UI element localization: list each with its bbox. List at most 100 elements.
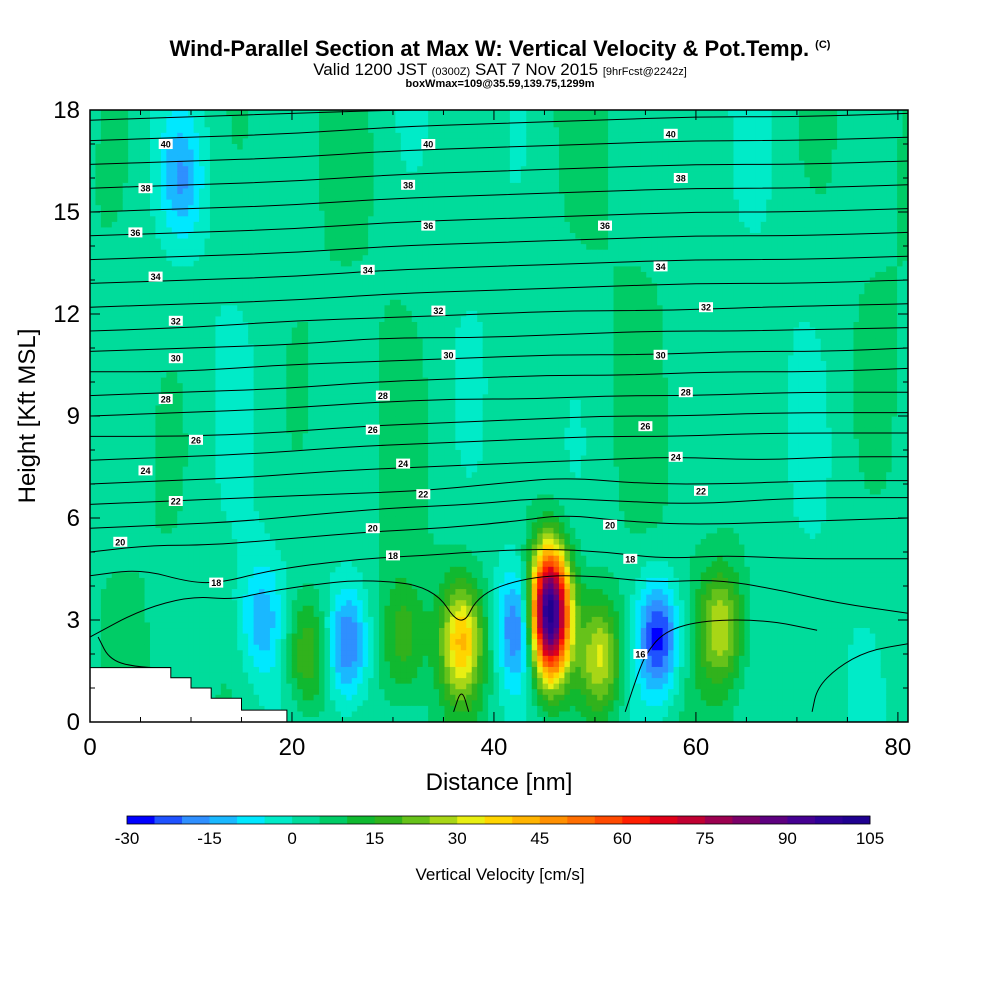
- velocity-cell: [106, 354, 113, 361]
- velocity-cell: [302, 616, 309, 623]
- velocity-cell: [160, 610, 167, 617]
- velocity-cell: [215, 677, 222, 684]
- velocity-cell: [204, 110, 211, 117]
- velocity-cell: [231, 505, 238, 512]
- velocity-cell: [128, 638, 135, 645]
- velocity-cell: [237, 538, 244, 545]
- velocity-cell: [231, 555, 238, 562]
- velocity-cell: [106, 594, 113, 601]
- velocity-cell: [335, 710, 342, 718]
- velocity-cell: [242, 532, 249, 539]
- velocity-cell: [319, 571, 326, 578]
- velocity-cell: [149, 404, 157, 412]
- velocity-cell: [209, 610, 217, 617]
- velocity-cell: [100, 399, 107, 406]
- velocity-cell: [90, 566, 97, 573]
- velocity-cell: [133, 271, 140, 278]
- velocity-cell: [160, 265, 167, 272]
- velocity-cell: [319, 660, 326, 667]
- velocity-cell: [264, 115, 271, 122]
- velocity-cell: [155, 404, 162, 412]
- velocity-cell: [139, 510, 146, 517]
- velocity-cell: [177, 549, 184, 556]
- velocity-cell: [117, 254, 124, 261]
- velocity-cell: [253, 371, 260, 378]
- velocity-cell: [117, 605, 124, 612]
- velocity-cell: [90, 527, 97, 534]
- velocity-cell: [128, 516, 135, 523]
- velocity-cell: [269, 315, 277, 323]
- velocity-cell: [204, 293, 211, 300]
- velocity-cell: [160, 594, 167, 601]
- velocity-cell: [259, 694, 266, 701]
- velocity-cell: [329, 449, 336, 456]
- velocity-cell: [264, 204, 271, 211]
- velocity-cell: [302, 705, 309, 712]
- velocity-cell: [286, 282, 293, 289]
- velocity-cell: [122, 582, 129, 590]
- velocity-cell: [166, 299, 173, 306]
- velocity-cell: [171, 243, 178, 250]
- velocity-cell: [220, 532, 227, 539]
- velocity-cell: [128, 616, 135, 623]
- velocity-cell: [204, 549, 211, 556]
- velocity-cell: [106, 543, 113, 551]
- velocity-cell: [160, 110, 167, 117]
- velocity-cell: [308, 282, 315, 289]
- velocity-cell: [144, 160, 151, 167]
- velocity-cell: [171, 343, 178, 350]
- velocity-cell: [166, 482, 173, 489]
- velocity-cell: [275, 377, 282, 384]
- velocity-cell: [106, 182, 113, 189]
- velocity-cell: [302, 716, 309, 722]
- velocity-cell: [275, 260, 282, 267]
- velocity-cell: [259, 176, 266, 183]
- velocity-cell: [209, 165, 217, 172]
- velocity-cell: [231, 443, 238, 450]
- velocity-cell: [188, 254, 195, 261]
- velocity-cell: [231, 460, 238, 467]
- velocity-cell: [286, 532, 293, 539]
- velocity-cell: [253, 165, 260, 172]
- velocity-cell: [209, 343, 217, 350]
- velocity-cell: [280, 532, 287, 539]
- velocity-cell: [188, 182, 195, 189]
- velocity-cell: [324, 438, 331, 445]
- velocity-cell: [155, 310, 162, 317]
- velocity-cell: [264, 432, 271, 439]
- velocity-cell: [133, 493, 140, 501]
- velocity-cell: [291, 560, 298, 567]
- velocity-cell: [209, 210, 217, 217]
- velocity-cell: [302, 254, 309, 261]
- velocity-cell: [199, 443, 206, 450]
- velocity-cell: [237, 126, 244, 133]
- velocity-cell: [133, 566, 140, 573]
- velocity-cell: [111, 588, 118, 595]
- velocity-cell: [149, 466, 157, 473]
- velocity-cell: [117, 493, 124, 501]
- velocity-cell: [226, 644, 233, 651]
- velocity-cell: [319, 582, 326, 590]
- velocity-cell: [204, 338, 211, 345]
- velocity-cell: [106, 349, 113, 356]
- velocity-cell: [100, 332, 107, 339]
- velocity-cell: [188, 237, 195, 245]
- velocity-cell: [111, 410, 118, 417]
- velocity-cell: [149, 288, 157, 295]
- velocity-cell: [199, 505, 206, 512]
- velocity-cell: [291, 710, 298, 718]
- velocity-cell: [95, 549, 102, 556]
- velocity-cell: [117, 443, 124, 450]
- velocity-cell: [313, 187, 320, 195]
- velocity-cell: [111, 332, 118, 339]
- velocity-cell: [90, 121, 97, 128]
- velocity-cell: [111, 449, 118, 456]
- velocity-cell: [128, 655, 135, 662]
- velocity-cell: [182, 404, 189, 412]
- velocity-cell: [117, 299, 124, 306]
- velocity-cell: [166, 232, 173, 239]
- velocity-cell: [199, 171, 206, 178]
- velocity-cell: [204, 221, 211, 228]
- velocity-cell: [160, 199, 167, 206]
- velocity-cell: [155, 137, 162, 144]
